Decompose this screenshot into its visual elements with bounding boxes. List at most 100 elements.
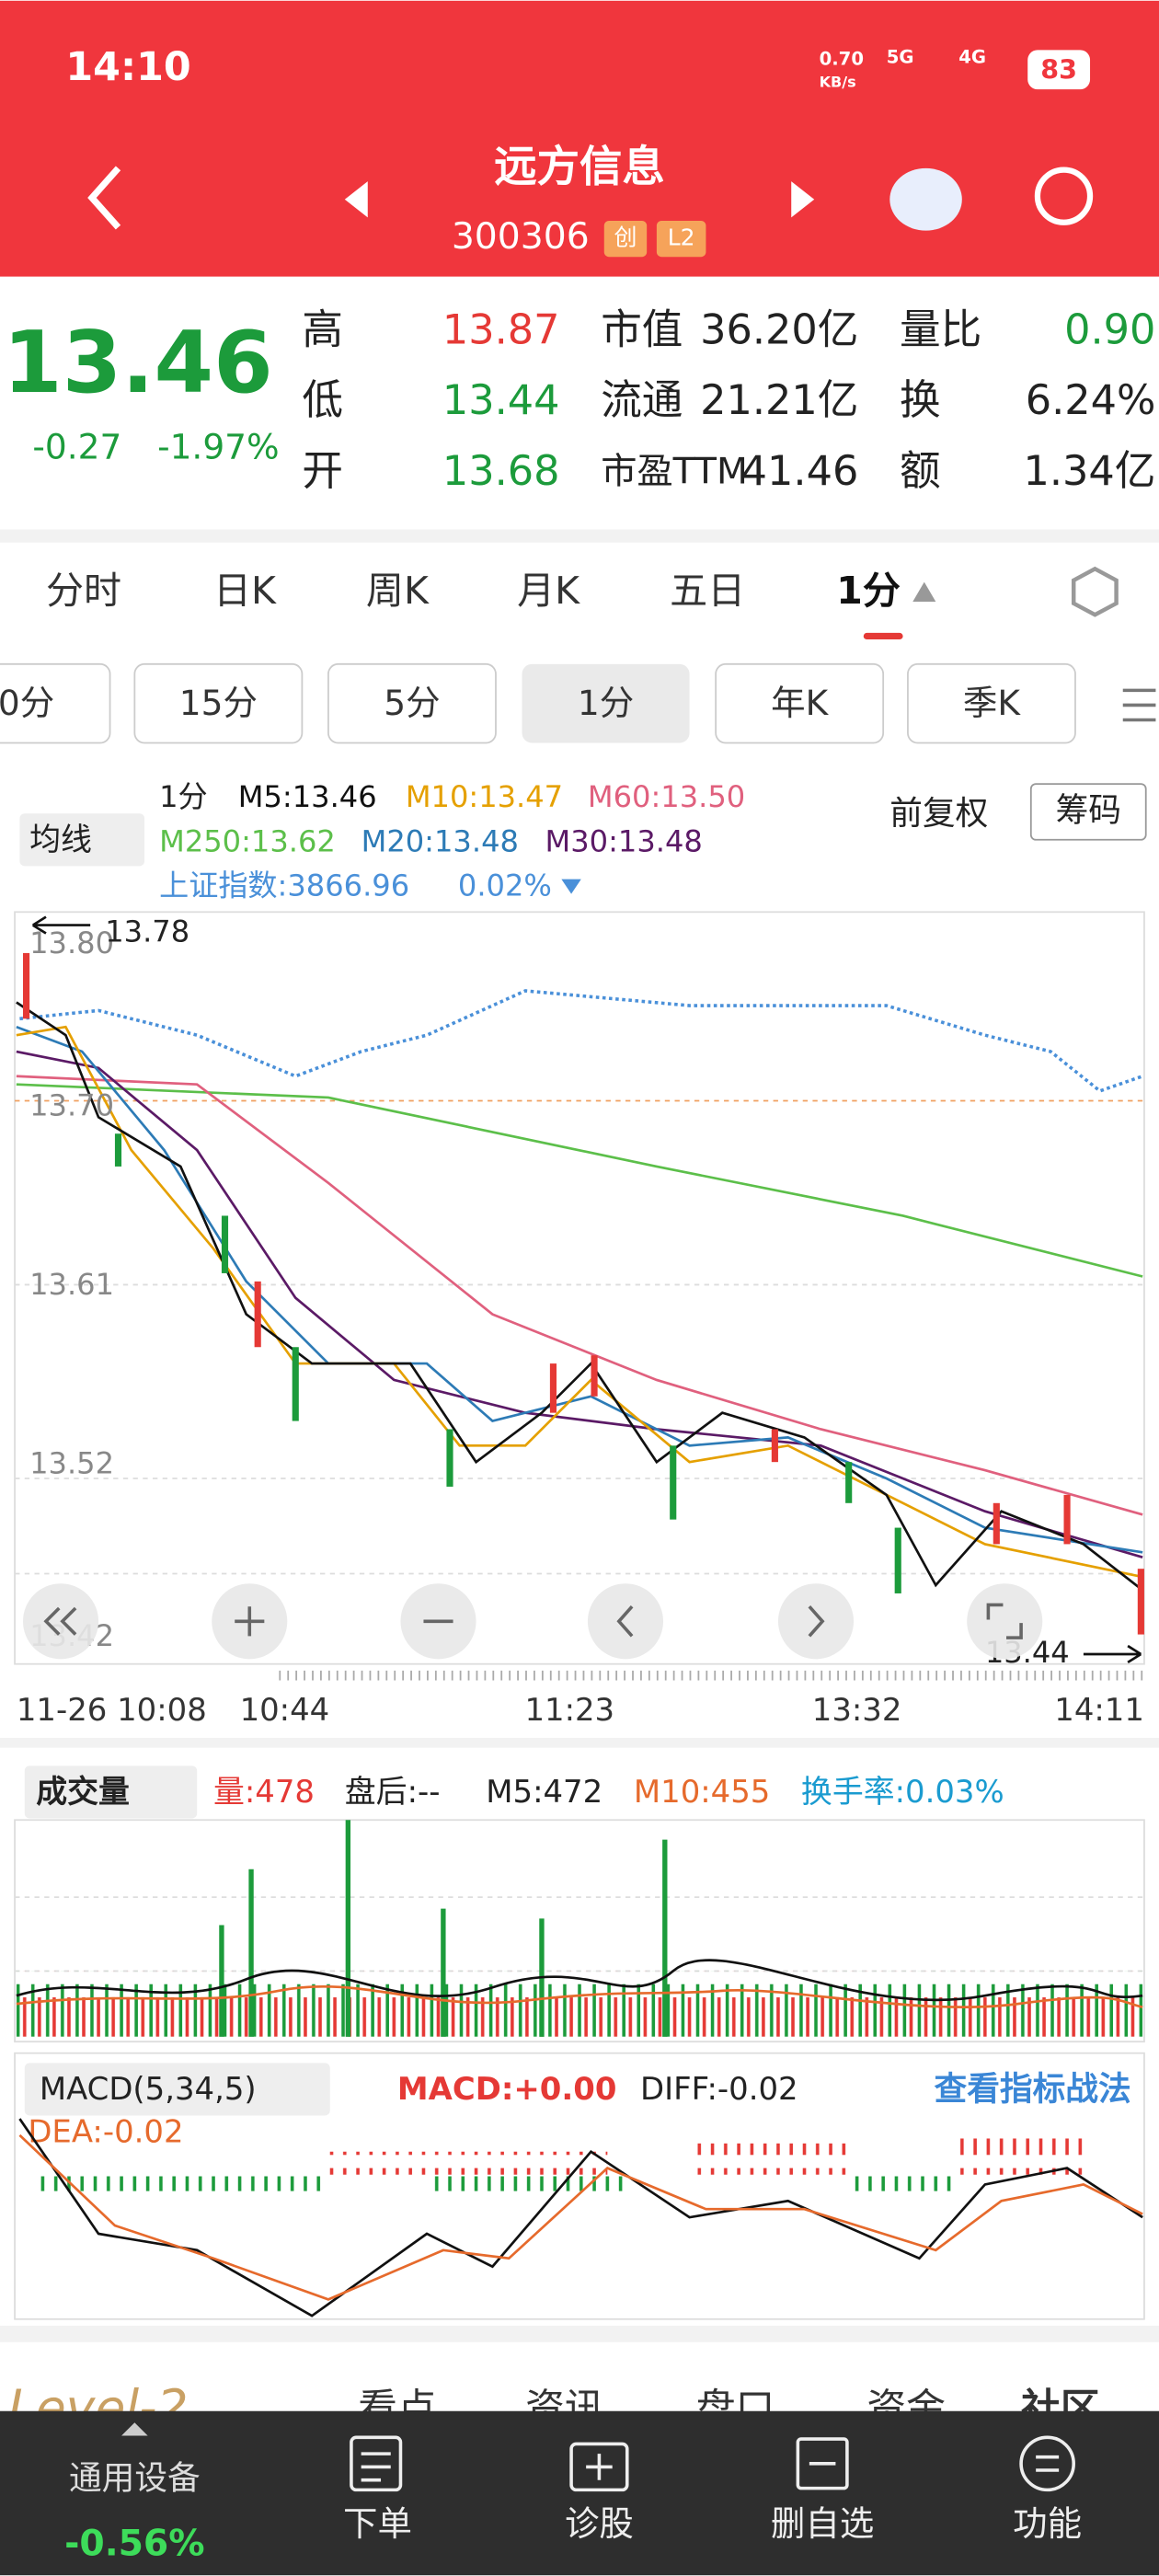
quote-label: 换 xyxy=(900,376,941,424)
chart-frame xyxy=(14,911,1145,1665)
change-pct: -1.97% xyxy=(157,427,280,467)
adjust[interactable]: 前复权 xyxy=(889,795,988,833)
nav-item[interactable]: 功能 xyxy=(1013,2503,1082,2544)
quote-label: 市盈TTM xyxy=(601,451,748,492)
ma: M250:13.62 xyxy=(159,823,336,858)
badge-text: 创 xyxy=(614,224,637,251)
vol-item: 量:478 xyxy=(213,1774,315,1810)
vol-selector[interactable]: 成交量 xyxy=(36,1774,130,1810)
tab[interactable]: 周K xyxy=(366,569,430,613)
net-unit: KB/s xyxy=(820,74,856,91)
chart-controls[interactable] xyxy=(22,1583,1043,1660)
subtab-bg[interactable] xyxy=(0,662,111,744)
period: 1分 xyxy=(159,779,208,814)
subtab[interactable]: 5分 xyxy=(384,683,440,723)
index-line xyxy=(19,989,1143,1093)
robot[interactable] xyxy=(889,167,962,231)
subtab-bg[interactable] xyxy=(907,662,1076,744)
chips-btn[interactable] xyxy=(1029,783,1147,841)
header-bg xyxy=(0,0,1159,277)
time-label: 13:32 xyxy=(812,1692,902,1728)
quote-label: 高 xyxy=(302,305,343,353)
time-label: 11-26 10:08 xyxy=(17,1692,207,1728)
volume-spikes xyxy=(219,1820,668,2037)
menu[interactable] xyxy=(1122,688,1156,722)
subtab-bg[interactable] xyxy=(715,662,885,744)
nav-item[interactable]: 下单 xyxy=(343,2503,412,2544)
quote-value: 13.44 xyxy=(442,376,560,424)
selector-bg[interactable] xyxy=(19,813,145,867)
nav-market[interactable]: 通用设备 xyxy=(69,2460,201,2498)
net-4g: 4G xyxy=(958,47,986,68)
quote-value: 21.21亿 xyxy=(700,376,858,424)
search[interactable] xyxy=(1034,167,1094,225)
vol-item: 盘后:-- xyxy=(345,1774,441,1810)
macd-link[interactable]: 查看指标战法 xyxy=(935,2071,1131,2109)
divider xyxy=(0,2325,1159,2342)
vol-ma5 xyxy=(16,1959,1143,2002)
quote-value: 6.24% xyxy=(1026,376,1156,424)
subtab[interactable]: 年K xyxy=(771,683,829,723)
settings[interactable] xyxy=(1071,566,1119,617)
ma: M20:13.48 xyxy=(361,823,519,858)
index: 上证指数:3866.96 xyxy=(159,868,409,903)
macd-selector[interactable]: MACD(5,34,5) xyxy=(40,2071,257,2107)
quote-label: 流通 xyxy=(601,376,683,424)
nav-market-pct: -0.56% xyxy=(64,2524,204,2565)
selector-bg[interactable] xyxy=(24,1765,198,1819)
stock-code: 300306 xyxy=(452,216,590,258)
net-5g: 5G xyxy=(887,47,914,68)
badge xyxy=(656,220,706,258)
tab[interactable]: 月K xyxy=(517,569,580,613)
tab[interactable]: 分时 xyxy=(46,569,121,613)
grid xyxy=(15,1283,1144,1575)
net-speed: 0.70 xyxy=(820,49,864,70)
macd-frame xyxy=(14,2052,1145,2320)
time-label: 10:44 xyxy=(240,1692,330,1728)
selector-bg[interactable] xyxy=(24,2063,330,2116)
badge xyxy=(603,220,648,258)
nav-bg xyxy=(0,2410,1159,2576)
quote-value: 36.20亿 xyxy=(700,305,858,353)
time-label: 11:23 xyxy=(524,1692,614,1728)
ma-selector[interactable]: 均线 xyxy=(29,822,92,857)
nav-arrow xyxy=(121,2422,148,2436)
quote-label: 市值 xyxy=(601,305,683,353)
time-label: 14:11 xyxy=(1054,1692,1144,1728)
subtab-bg[interactable] xyxy=(522,663,690,743)
back[interactable] xyxy=(87,166,121,230)
quote-value: 13.87 xyxy=(442,305,560,353)
index-pct: 0.02% xyxy=(458,868,552,903)
macd-hist xyxy=(689,2143,855,2175)
vol-frame xyxy=(14,1819,1145,2043)
subtab-bg[interactable] xyxy=(327,662,497,744)
badge-text: L2 xyxy=(668,224,695,251)
macd-value: MACD:+0.00 xyxy=(397,2071,617,2107)
tab[interactable]: 五日 xyxy=(670,569,745,613)
subtab[interactable]: 1分 xyxy=(578,683,634,723)
tab-arrow xyxy=(912,581,936,602)
subtab[interactable]: 15分 xyxy=(179,683,258,723)
quote-value: 13.68 xyxy=(442,447,560,495)
vol-item: M10:455 xyxy=(634,1774,770,1810)
tab[interactable]: 日K xyxy=(213,569,277,613)
tab[interactable]: 1分 xyxy=(836,569,901,613)
battery xyxy=(1027,50,1091,90)
arrows xyxy=(31,915,1142,1664)
ma: M5:13.46 xyxy=(238,779,377,814)
chips[interactable]: 筹码 xyxy=(1056,791,1121,829)
nav-item[interactable]: 删自选 xyxy=(771,2503,874,2544)
subtab-bg[interactable] xyxy=(133,662,304,744)
nav-item[interactable]: 诊股 xyxy=(565,2503,634,2544)
quote-label: 量比 xyxy=(900,305,981,353)
dea-line xyxy=(18,2133,1143,2301)
subtab[interactable]: 季K xyxy=(963,683,1021,723)
subtab[interactable]: 0分 xyxy=(0,683,54,723)
divider xyxy=(0,1738,1159,1748)
diff-value: DIFF:-0.02 xyxy=(640,2071,798,2107)
quote-value: 1.34亿 xyxy=(1023,447,1155,495)
vol-item: 换手率:0.03% xyxy=(801,1774,1004,1810)
ma-lines xyxy=(16,1001,1143,1592)
